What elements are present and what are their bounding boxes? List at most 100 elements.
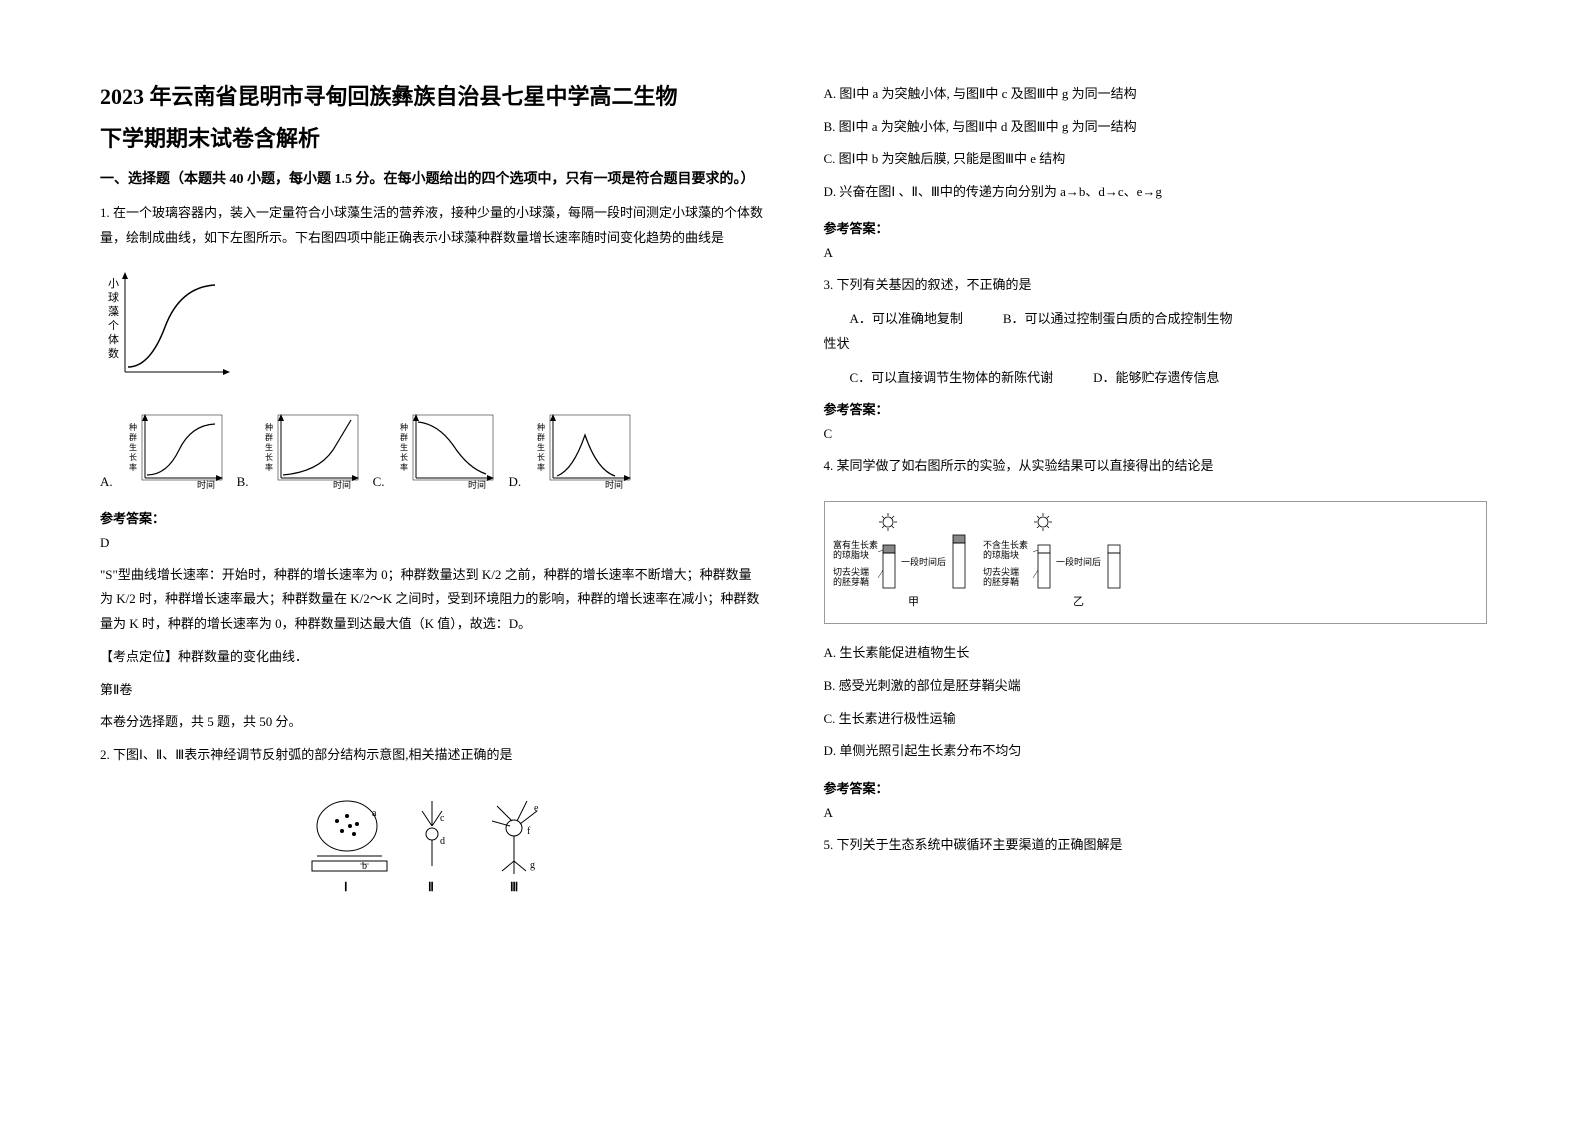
q1-chart-d: 种 群 生 长 率 时间 — [535, 410, 635, 490]
svg-text:Ⅲ: Ⅲ — [510, 880, 518, 894]
q1-note1: 【考点定位】种群数量的变化曲线． — [100, 645, 764, 670]
q3-option-b: B．可以通过控制蛋白质的合成控制生物 — [1003, 306, 1233, 332]
svg-text:时间: 时间 — [333, 479, 351, 490]
svg-text:种: 种 — [265, 422, 273, 432]
svg-text:一段时间后: 一段时间后 — [901, 556, 946, 567]
svg-text:时间: 时间 — [468, 479, 486, 490]
svg-text:生: 生 — [537, 442, 545, 452]
q3-text: 3. 下列有关基因的叙述，不正确的是 — [824, 273, 1488, 298]
q1-option-d-label: D. — [508, 474, 521, 490]
svg-text:个: 个 — [108, 319, 119, 332]
svg-text:种: 种 — [129, 422, 137, 432]
q2-answer-label: 参考答案： — [824, 218, 1488, 237]
q2-figure: a b Ⅰ c d Ⅱ e f g Ⅲ — [100, 786, 764, 911]
svg-text:群: 群 — [129, 432, 137, 442]
q1-chart-c: 种 群 生 长 率 时间 — [398, 410, 498, 490]
svg-text:数: 数 — [108, 347, 119, 360]
svg-text:藻: 藻 — [108, 305, 119, 318]
q1-option-c-label: C. — [373, 474, 385, 490]
svg-text:乙: 乙 — [1073, 595, 1084, 608]
svg-text:生: 生 — [400, 442, 408, 452]
svg-text:b: b — [362, 861, 367, 872]
svg-text:体: 体 — [108, 332, 119, 346]
q4-option-d: D. 单侧光照引起生长素分布不均匀 — [824, 737, 1488, 766]
svg-text:率: 率 — [265, 462, 273, 472]
q1-option-b-label: B. — [237, 474, 249, 490]
svg-text:切去尖端: 切去尖端 — [833, 566, 869, 577]
svg-text:小: 小 — [108, 277, 119, 290]
svg-text:生: 生 — [129, 442, 137, 452]
svg-text:的胚芽鞘: 的胚芽鞘 — [983, 576, 1019, 587]
q4-answer-label: 参考答案： — [824, 778, 1488, 797]
svg-text:时间: 时间 — [197, 479, 215, 490]
svg-text:率: 率 — [537, 462, 545, 472]
q3-answer: C — [824, 426, 1488, 442]
page-title-line2: 下学期期末试卷含解析 — [100, 121, 764, 153]
section-one-header: 一、选择题（本题共 40 小题，每小题 1.5 分。在每小题给出的四个选项中，只… — [100, 169, 764, 191]
svg-text:a: a — [372, 808, 377, 819]
page-title-line1: 2023 年云南省昆明市寻甸回族彝族自治县七星中学高二生物 — [100, 80, 764, 113]
q4-text: 4. 某同学做了如右图所示的实验，从实验结果可以直接得出的结论是 — [824, 454, 1488, 479]
q1-options-row: A. 种 群 生 长 率 时间 B. 种 群 生 长 率 — [100, 410, 764, 490]
q3-options-row2: C．可以直接调节生物体的新陈代谢 D．能够贮存遗传信息 — [824, 365, 1488, 391]
neuron-diagram: a b Ⅰ c d Ⅱ e f g Ⅲ — [302, 786, 562, 906]
q3-options-row1: A．可以准确地复制 B．可以通过控制蛋白质的合成控制生物 — [824, 306, 1488, 332]
svg-text:d: d — [440, 836, 445, 847]
svg-text:群: 群 — [265, 432, 273, 442]
svg-text:率: 率 — [400, 462, 408, 472]
svg-text:种: 种 — [537, 422, 545, 432]
s-curve-chart: 小 球 藻 个 体 数 — [100, 267, 230, 387]
svg-text:c: c — [440, 813, 445, 824]
svg-text:长: 长 — [537, 452, 545, 462]
q3-option-b-cont: 性状 — [824, 332, 1488, 357]
q1-answer: D — [100, 535, 764, 551]
q1-chart-a: 种 群 生 长 率 时间 — [127, 410, 227, 490]
svg-text:Ⅰ: Ⅰ — [344, 880, 348, 894]
svg-text:率: 率 — [129, 462, 137, 472]
q2-option-a: A. 图Ⅰ中 a 为突触小体, 与图Ⅱ中 c 及图Ⅲ中 g 为同一结构 — [824, 80, 1488, 109]
svg-text:不含生长素: 不含生长素 — [983, 539, 1028, 550]
svg-text:时间: 时间 — [605, 479, 623, 490]
svg-text:g: g — [530, 860, 535, 871]
q2-answer: A — [824, 245, 1488, 261]
q2-text: 2. 下图Ⅰ、Ⅱ、Ⅲ表示神经调节反射弧的部分结构示意图,相关描述正确的是 — [100, 743, 764, 768]
q2-option-d: D. 兴奋在图Ⅰ 、Ⅱ、Ⅲ中的传递方向分别为 a→b、d→c、e→g — [824, 178, 1488, 207]
q3-answer-label: 参考答案： — [824, 399, 1488, 418]
svg-text:长: 长 — [400, 452, 408, 462]
right-column: A. 图Ⅰ中 a 为突触小体, 与图Ⅱ中 c 及图Ⅲ中 g 为同一结构 B. 图… — [824, 80, 1488, 1042]
q1-explanation: "S"型曲线增长速率：开始时，种群的增长速率为 0；种群数量达到 K/2 之前，… — [100, 563, 764, 637]
svg-text:一段时间后: 一段时间后 — [1056, 556, 1101, 567]
q2-option-c: C. 图Ⅰ中 b 为突触后膜, 只能是图Ⅲ中 e 结构 — [824, 145, 1488, 174]
q3-option-d: D．能够贮存遗传信息 — [1093, 365, 1219, 391]
svg-text:的琼脂块: 的琼脂块 — [983, 549, 1019, 560]
q1-note3: 本卷分选择题，共 5 题，共 50 分。 — [100, 710, 764, 735]
left-column: 2023 年云南省昆明市寻甸回族彝族自治县七星中学高二生物 下学期期末试卷含解析… — [100, 80, 764, 1042]
svg-text:富有生长素: 富有生长素 — [833, 539, 878, 550]
svg-text:的胚芽鞘: 的胚芽鞘 — [833, 576, 869, 587]
svg-text:f: f — [527, 826, 531, 837]
q1-note2: 第Ⅱ卷 — [100, 678, 764, 703]
q1-main-chart: 小 球 藻 个 体 数 — [100, 267, 764, 392]
svg-text:群: 群 — [400, 432, 408, 442]
svg-text:长: 长 — [129, 452, 137, 462]
q1-chart-b: 种 群 生 长 率 时间 — [263, 410, 363, 490]
q1-answer-label: 参考答案： — [100, 508, 764, 527]
q4-option-c: C. 生长素进行极性运输 — [824, 705, 1488, 734]
q3-option-a: A．可以准确地复制 — [824, 306, 963, 332]
svg-text:e: e — [534, 803, 539, 814]
svg-text:长: 长 — [265, 452, 273, 462]
q3-option-c: C．可以直接调节生物体的新陈代谢 — [824, 365, 1054, 391]
q1-text: 1. 在一个玻璃容器内，装入一定量符合小球藻生活的营养液，接种少量的小球藻，每隔… — [100, 201, 764, 250]
q2-option-b: B. 图Ⅰ中 a 为突触小体, 与图Ⅱ中 d 及图Ⅲ中 g 为同一结构 — [824, 113, 1488, 142]
q4-figure: 富有生长素 的琼脂块 切去尖端 的胚芽鞘 一段时间后 甲 — [824, 501, 1488, 624]
svg-text:Ⅱ: Ⅱ — [428, 880, 434, 894]
svg-text:群: 群 — [537, 432, 545, 442]
plant-experiment: 富有生长素 的琼脂块 切去尖端 的胚芽鞘 一段时间后 甲 — [833, 510, 1133, 610]
svg-text:的琼脂块: 的琼脂块 — [833, 549, 869, 560]
q5-text: 5. 下列关于生态系统中碳循环主要渠道的正确图解是 — [824, 833, 1488, 858]
svg-text:生: 生 — [265, 442, 273, 452]
q1-option-a-label: A. — [100, 474, 113, 490]
svg-text:切去尖端: 切去尖端 — [983, 566, 1019, 577]
q4-answer: A — [824, 805, 1488, 821]
svg-text:球: 球 — [108, 290, 119, 304]
